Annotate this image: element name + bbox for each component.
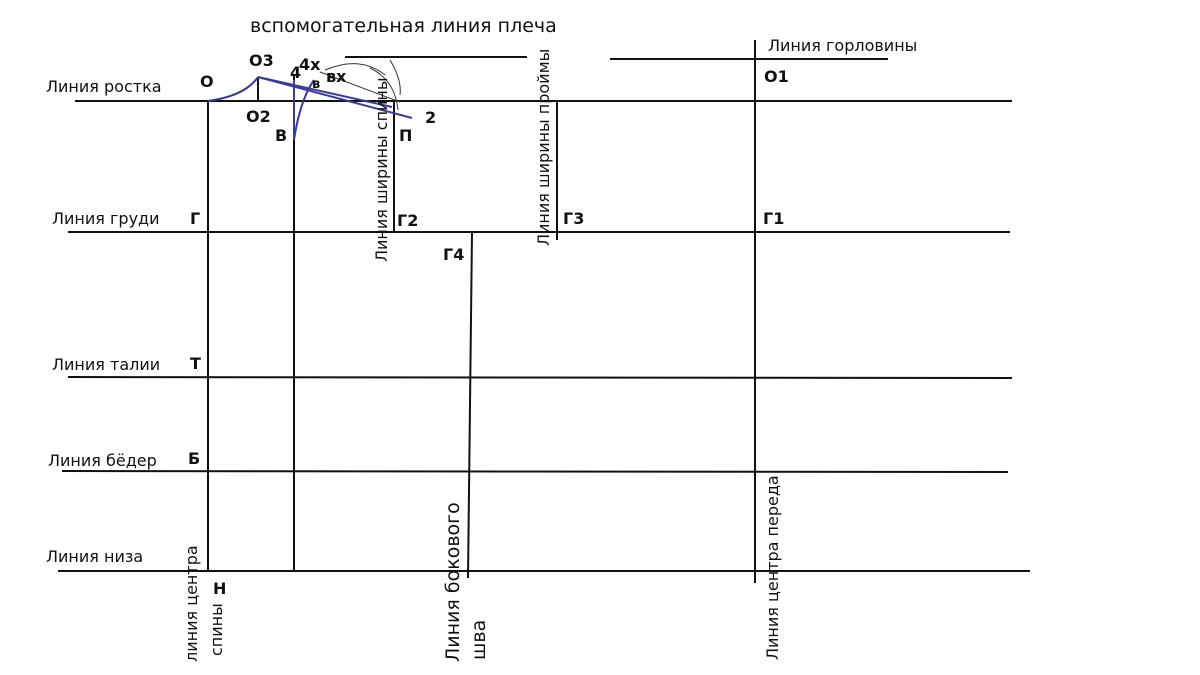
construction-arcs	[319, 59, 401, 111]
point-label: Н	[213, 579, 226, 598]
neckline-label: Линия горловины	[768, 36, 917, 55]
waist-line	[67, 376, 1013, 379]
point-label: 4х	[299, 55, 321, 74]
line-label: Линия бёдер	[48, 451, 157, 470]
point-label: О1	[764, 67, 789, 86]
point-label: П	[399, 126, 412, 145]
point-label: в	[312, 77, 320, 92]
point-label: Т	[190, 354, 201, 373]
point-label: Г3	[563, 209, 584, 228]
aux-shoulder-label: вспомогательная линия плеча	[250, 15, 557, 37]
side-seam-line	[467, 231, 473, 579]
dart	[293, 79, 315, 141]
point-label: вх	[326, 67, 347, 86]
vertical-label: спины	[207, 603, 226, 656]
point-label: Г2	[397, 211, 418, 230]
line-label: Линия груди	[52, 209, 160, 228]
construction-lines	[58, 40, 1030, 583]
point-label: О2	[246, 107, 271, 126]
vertical-label: шва	[468, 620, 490, 660]
point-label: В	[275, 126, 287, 145]
point-label: 2	[425, 108, 436, 127]
point-label: 4	[290, 63, 301, 82]
point-label: Б	[188, 449, 200, 468]
labels: вспомогательная линия плеча Линия горлов…	[46, 15, 917, 662]
vertical-label: линия центра	[182, 545, 201, 662]
vertical-label: Линия ширины спины	[372, 77, 391, 262]
line-label: Линия низа	[46, 547, 143, 566]
point-label: О3	[249, 51, 274, 70]
vertical-label: Линия центра переда	[763, 475, 782, 660]
shoulder-line	[257, 76, 413, 119]
blue-contour	[207, 76, 413, 141]
shoulder-aux	[257, 76, 393, 108]
vertical-label: Линия ширины проймы	[534, 49, 553, 246]
point-label: Г	[190, 209, 200, 228]
point-label: Г4	[443, 245, 464, 264]
point-label: О	[200, 72, 214, 91]
line-label: Линия ростка	[46, 77, 162, 96]
point-label: Г1	[763, 209, 784, 228]
hips-line	[61, 470, 1009, 473]
line-label: Линия талии	[52, 355, 160, 374]
neck-curve	[207, 76, 259, 102]
vertical-label: Линия бокового	[442, 502, 464, 662]
